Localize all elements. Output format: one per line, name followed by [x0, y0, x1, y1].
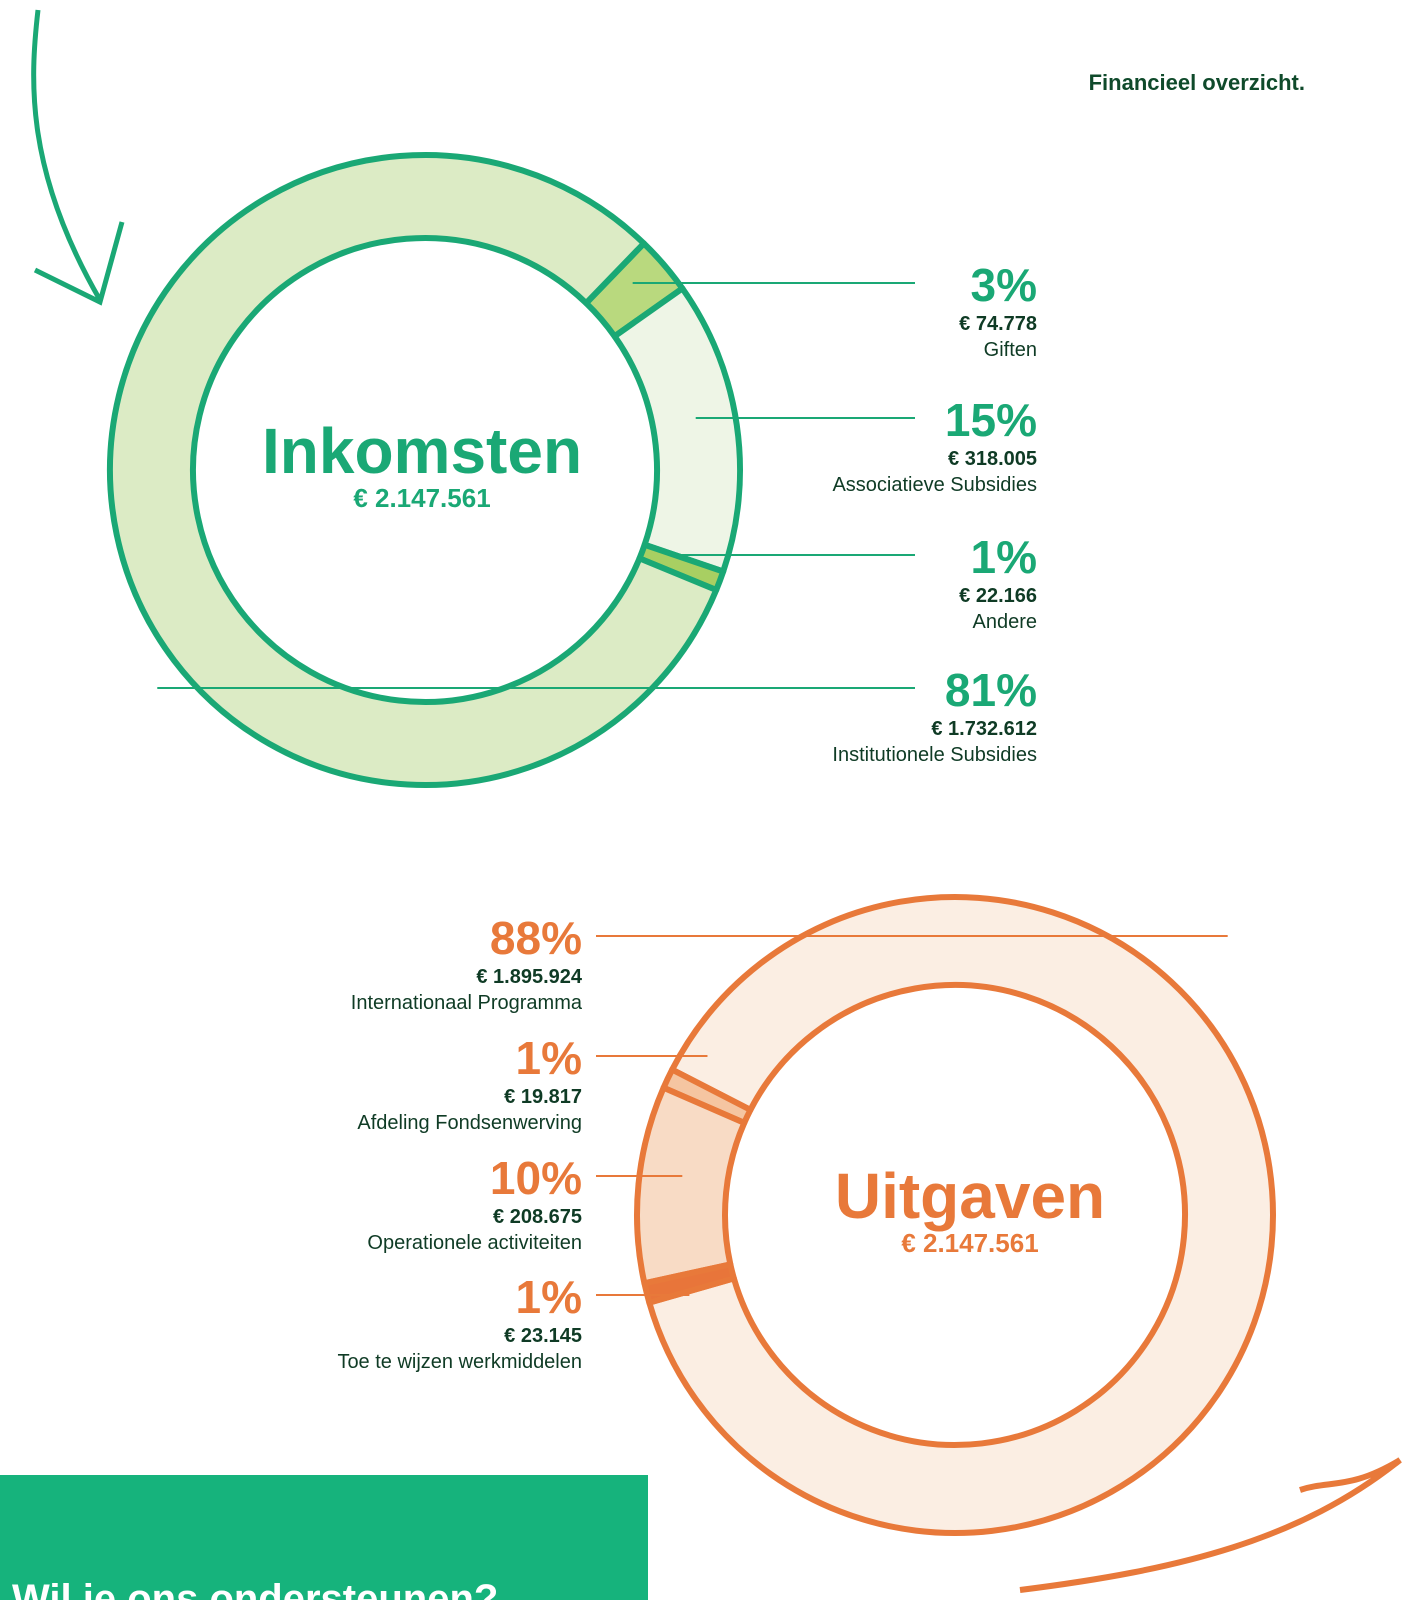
donut-total: € 2.147.561: [901, 1228, 1038, 1258]
category-label: Internationaal Programma: [351, 992, 583, 1014]
category-label: Toe te wijzen werkmiddelen: [337, 1351, 582, 1373]
donut-segment: [615, 288, 740, 571]
amount-label: € 1.732.612: [931, 718, 1037, 740]
category-label: Operationele activiteiten: [367, 1232, 582, 1254]
value-label: 15%: [945, 394, 1037, 446]
value-label: 1%: [971, 531, 1037, 583]
category-label: Institutionele Subsidies: [832, 744, 1037, 766]
value-label: 1%: [516, 1032, 582, 1084]
donut-segment: [637, 1088, 744, 1284]
value-label: 88%: [490, 912, 582, 964]
category-label: Afdeling Fondsenwerving: [357, 1112, 582, 1134]
amount-label: € 74.778: [959, 313, 1037, 335]
value-label: 3%: [971, 259, 1037, 311]
amount-label: € 23.145: [504, 1325, 582, 1347]
donut-title: Uitgaven: [835, 1160, 1105, 1232]
donut-total: € 2.147.561: [353, 483, 490, 513]
category-label: Giften: [984, 339, 1037, 361]
page-title: Financieel overzicht.: [1089, 70, 1305, 95]
amount-label: € 19.817: [504, 1086, 582, 1108]
amount-label: € 318.005: [948, 448, 1037, 470]
value-label: 10%: [490, 1152, 582, 1204]
footer-text: Wil je ons ondersteunen?: [12, 1577, 498, 1600]
page: Financieel overzicht. Wil je ons onderst…: [0, 0, 1410, 1600]
arrow-decoration: [34, 10, 100, 300]
amount-label: € 22.166: [959, 585, 1037, 607]
amount-label: € 1.895.924: [476, 966, 583, 988]
value-label: 1%: [516, 1271, 582, 1323]
infographic: Financieel overzicht. Wil je ons onderst…: [0, 0, 1410, 1600]
category-label: Andere: [973, 611, 1038, 633]
amount-label: € 208.675: [493, 1206, 582, 1228]
donut-title: Inkomsten: [262, 415, 582, 487]
category-label: Associatieve Subsidies: [832, 474, 1037, 496]
value-label: 81%: [945, 664, 1037, 716]
